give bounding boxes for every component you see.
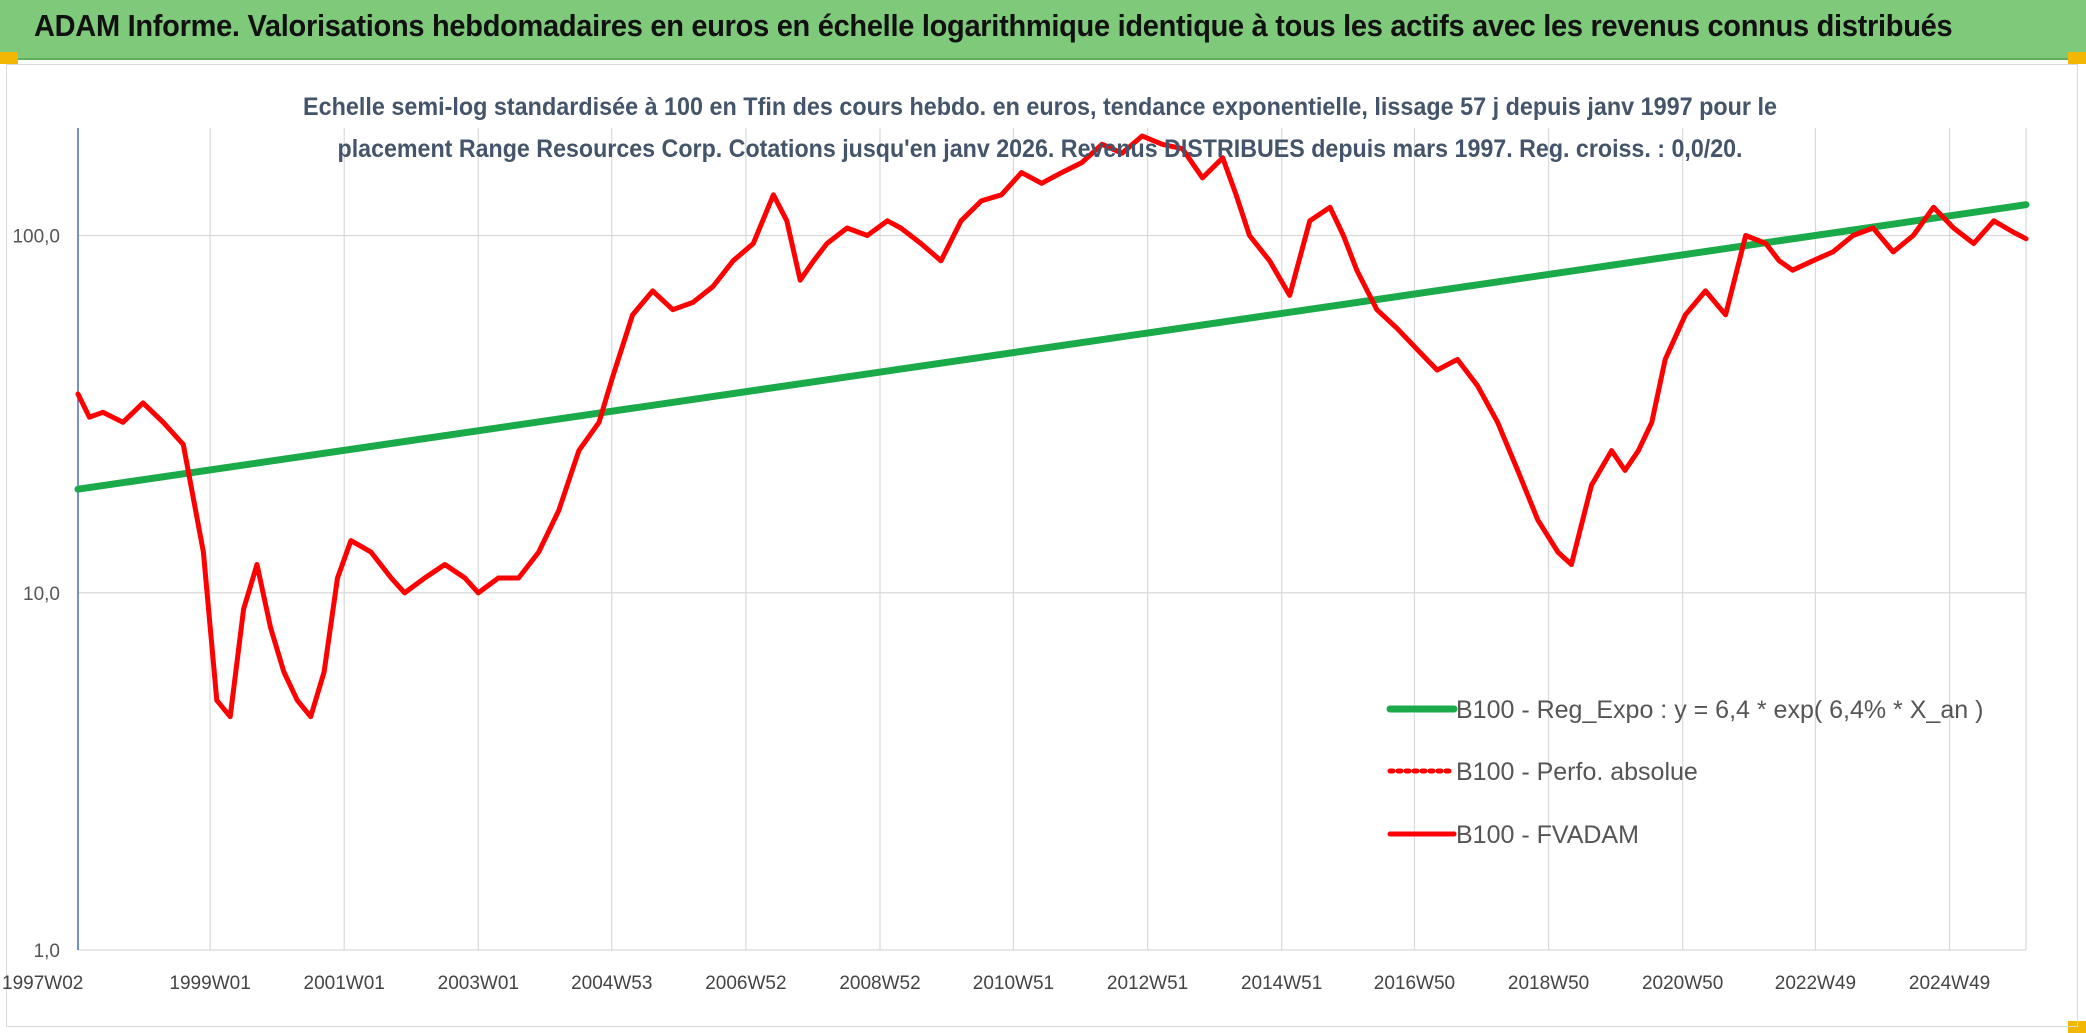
grid-lines <box>77 128 2027 951</box>
corner-marker-right <box>2068 52 2086 64</box>
x-tick-label-7: 2010W51 <box>973 973 1054 994</box>
x-tick-label-1: 1999W01 <box>169 973 250 994</box>
legend-label-2: B100 - FVADAM <box>1456 821 1639 849</box>
series-line-0 <box>74 201 2030 493</box>
corner-marker-left <box>0 52 18 64</box>
legend-label-0: B100 - Reg_Expo : y = 6,4 * exp( 6,4% * … <box>1456 696 1983 724</box>
y-tick-labels: 1,0 10,0 100,0 <box>12 227 60 962</box>
x-tick-label-11: 2018W50 <box>1508 973 1589 994</box>
x-tick-labels: 1997W02 1999W01 2001W01 2003W01 2004W53 2006W… <box>2 973 1990 994</box>
report-header: ADAM Informe. Valorisations hebdomadaire… <box>0 0 2086 60</box>
x-tick-label-3: 2003W01 <box>438 973 519 994</box>
chart-frame <box>6 64 2078 1027</box>
x-tick-label-2: 2001W01 <box>304 973 385 994</box>
x-tick-label-0: 1997W02 <box>2 973 83 994</box>
y-tick-label-2: 100,0 <box>12 227 60 248</box>
series-line-2 <box>75 133 2029 720</box>
x-tick-label-14: 2024W49 <box>1909 973 1990 994</box>
x-tick-label-9: 2014W51 <box>1241 973 1322 994</box>
x-tick-label-6: 2008W52 <box>839 973 920 994</box>
report-title: ADAM Informe. Valorisations hebdomadaire… <box>34 8 1953 43</box>
x-tick-label-5: 2006W52 <box>705 973 786 994</box>
corner-marker-bottom-right <box>2068 1021 2086 1033</box>
legend-label-1: B100 - Perfo. absolue <box>1456 758 1698 786</box>
y-tick-label-1: 10,0 <box>23 584 60 605</box>
x-tick-label-10: 2016W50 <box>1374 973 1455 994</box>
x-tick-label-4: 2004W53 <box>571 973 652 994</box>
y-tick-label-0: 1,0 <box>34 941 60 962</box>
chart-title-line-0: Echelle semi-log standardisée à 100 en T… <box>303 93 1777 121</box>
x-tick-label-13: 2022W49 <box>1775 973 1856 994</box>
x-tick-label-8: 2012W51 <box>1107 973 1188 994</box>
x-tick-label-12: 2020W50 <box>1642 973 1723 994</box>
chart-legend: B100 - Reg_Expo : y = 6,4 * exp( 6,4% * … <box>1386 696 1983 849</box>
chart-title-line-1: placement Range Resources Corp. Cotation… <box>338 135 1743 163</box>
chart-title: Echelle semi-log standardisée à 100 en T… <box>303 93 1777 163</box>
series-lines <box>74 133 2030 720</box>
